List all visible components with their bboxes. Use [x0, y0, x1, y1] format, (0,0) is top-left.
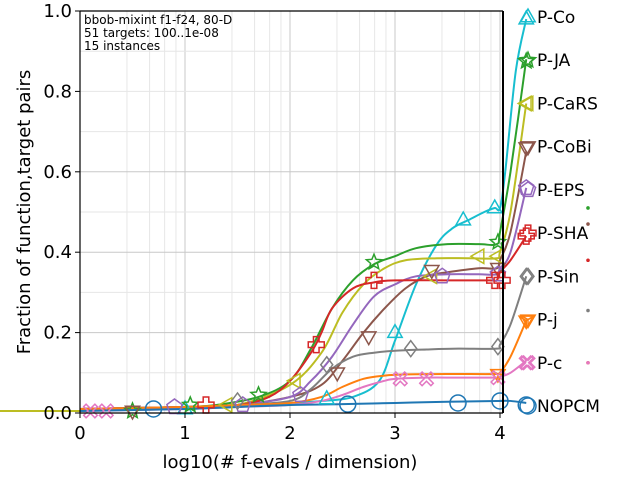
legend-dot [586, 308, 590, 313]
info-line-3: 15 instances [84, 39, 160, 53]
legend-label-P-c: P-c [537, 354, 562, 374]
marker-P-c [82, 403, 99, 419]
legend-marker-P-Co [519, 7, 537, 23]
marker-P-CoBi [423, 264, 441, 280]
x-tick-label: 2 [284, 423, 295, 444]
marker-P-CaRS [422, 267, 438, 285]
marker-NOPCM [491, 392, 509, 410]
legend-label-P-Co: P-Co [537, 8, 575, 28]
axes [79, 10, 504, 414]
marker-P-Co [318, 389, 336, 405]
y-tick-label: 0.0 [43, 403, 72, 424]
marker-P-j [517, 315, 535, 331]
marker-P-CaRS [516, 94, 532, 112]
x-axis-label: log10(# f-evals / dimension) [163, 452, 418, 473]
series-markers [82, 9, 536, 421]
y-tick-label: 1.0 [43, 1, 72, 22]
legend-marker-P-c [520, 354, 536, 371]
legend-marker-P-CoBi [519, 141, 537, 157]
marker-P-Co [386, 323, 404, 339]
marker-P-CoBi [517, 142, 535, 158]
legend-dot [586, 360, 590, 365]
marker-P-Sin [319, 355, 334, 375]
marker-P-EPS [433, 267, 451, 284]
legend-label-P-j: P-j [537, 311, 558, 331]
x-tick-label: 3 [389, 423, 400, 444]
legend-marker-P-SHA [519, 224, 537, 242]
legend-label-P-EPS: P-EPS [537, 181, 585, 201]
legend-label-P-CoBi: P-CoBi [537, 138, 592, 158]
legend-marker-P-JA [518, 50, 538, 69]
legend-dot [586, 222, 590, 226]
marker-P-CaRS [285, 372, 301, 390]
legend-label-P-JA: P-JA [537, 51, 571, 71]
marker-NOPCM [449, 394, 467, 412]
series-line-P-JA [79, 59, 528, 411]
marker-P-JA [249, 384, 268, 403]
legend-marker-P-j [519, 314, 537, 330]
legend-label-P-Sin: P-Sin [537, 267, 579, 287]
marker-NOPCM [339, 395, 357, 413]
legend-marker-P-Sin [521, 267, 535, 286]
marker-P-JA [180, 395, 200, 414]
marker-P-SHA [517, 227, 535, 245]
marker-P-c [518, 354, 535, 371]
marker-P-c [490, 369, 506, 386]
marker-P-c [418, 370, 435, 387]
marker-NOPCM [517, 396, 535, 414]
legend: P-Co P-JA P-CaRS P-CoBi P-EPS P-SHA P-Sin P-j P-… [518, 7, 600, 417]
x-tick-label: 0 [74, 423, 85, 444]
legend-marker-NOPCM [519, 397, 537, 415]
marker-P-c [98, 403, 115, 419]
marker-P-Sin [403, 339, 418, 358]
marker-P-Co [454, 210, 472, 226]
x-tick-label: 1 [179, 423, 190, 444]
legend-label-P-SHA: P-SHA [537, 224, 589, 244]
y-tick-label: 0.2 [43, 323, 72, 344]
marker-NOPCM [144, 400, 163, 418]
legend-marker-P-CaRS [518, 94, 534, 112]
series-curves [0, 18, 528, 412]
marker-P-CoBi [360, 331, 378, 347]
legend-label-NOPCM: NOPCM [537, 397, 600, 417]
marker-P-Co [486, 198, 504, 214]
grid [79, 10, 503, 414]
marker-P-EPS [292, 385, 309, 403]
marker-P-CoBi [489, 262, 507, 278]
y-tick-label: 0.8 [43, 81, 72, 102]
y-tick-label: 0.6 [43, 162, 72, 183]
x-tick-label: 4 [494, 423, 505, 444]
marker-P-EPS [489, 265, 507, 282]
y-axis-label: Fraction of function,target pairs [14, 70, 35, 355]
legend-dot [586, 206, 590, 210]
marker-P-EPS [234, 396, 252, 413]
series-line-P-Co [79, 18, 528, 410]
info-text: bbob-mixint f1-f24, 80-D 51 targets: 100… [84, 13, 232, 53]
marker-P-CoBi [328, 367, 346, 383]
y-tick-label: 0.4 [43, 242, 72, 263]
marker-P-CaRS [469, 247, 485, 265]
marker-P-CaRS [217, 396, 233, 414]
marker-P-Sin [490, 337, 505, 356]
legend-marker-P-EPS [519, 180, 537, 198]
marker-P-c [392, 370, 409, 387]
series-line-P-SHA [79, 235, 528, 410]
marker-P-SHA [493, 271, 511, 290]
marker-P-JA [364, 252, 384, 271]
x-ticks: 0 1 2 3 4 [74, 413, 506, 444]
info-line-2: 51 targets: 100..1e-08 [84, 26, 219, 40]
marker-P-Sin [519, 267, 534, 286]
marker-P-SHA [307, 335, 325, 354]
y-ticks: 0.0 0.2 0.4 0.6 0.8 1.0 [43, 1, 80, 424]
info-line-1: bbob-mixint f1-f24, 80-D [84, 13, 232, 27]
marker-P-Sin [230, 391, 245, 411]
legend-dot [586, 258, 590, 263]
marker-P-SHA [365, 271, 383, 290]
legend-label-P-CaRS: P-CaRS [537, 94, 598, 114]
